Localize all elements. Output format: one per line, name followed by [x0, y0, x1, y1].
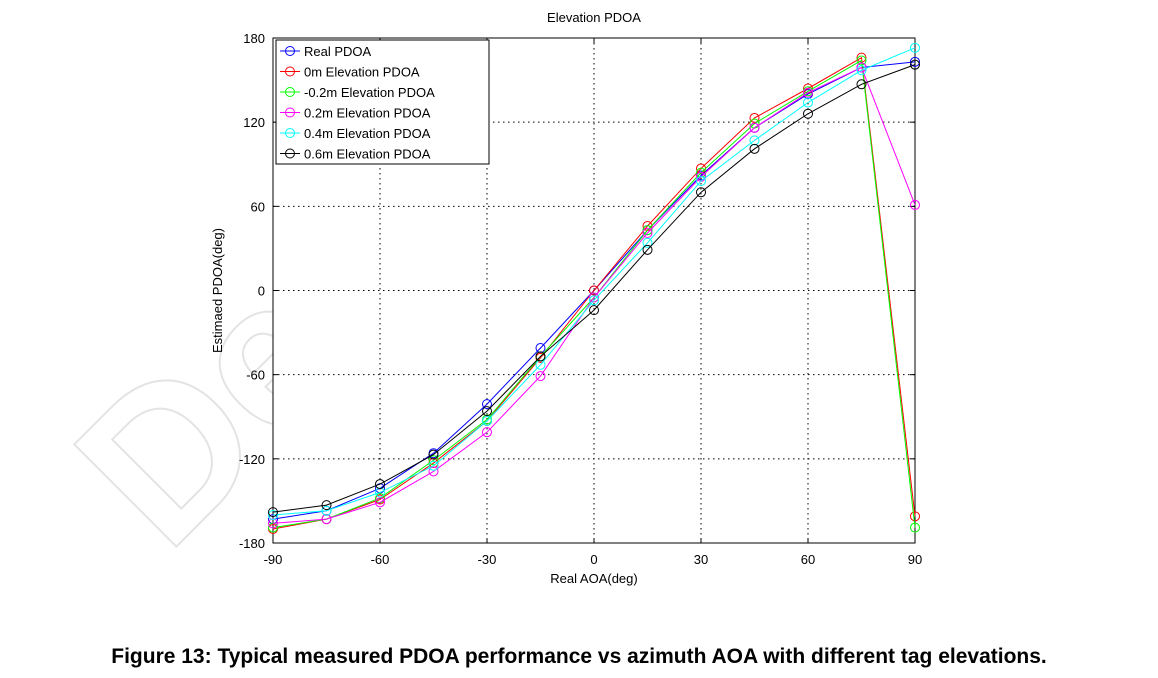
data-point: [589, 305, 599, 316]
data-point: [856, 62, 867, 73]
data-point: [482, 399, 492, 410]
y-tick-label: -180: [239, 536, 265, 551]
data-point: [856, 65, 867, 76]
legend-marker: [285, 87, 295, 97]
data-point: [910, 56, 920, 67]
pdoa-chart: -90 -60 -30 0 30 60 90 -180 -120 -60 0 60 120 180 Elev…: [210, 10, 922, 586]
data-point: [428, 449, 439, 460]
data-point: [642, 244, 653, 255]
data-point: [321, 505, 332, 516]
data-point: [589, 292, 599, 303]
data-point: [482, 406, 492, 417]
legend-label: 0m Elevation PDOA: [304, 65, 420, 80]
x-tick-label: -60: [371, 552, 390, 567]
data-point: [910, 199, 920, 210]
data-point: [803, 87, 813, 98]
data-point: [321, 514, 332, 525]
x-tick-label: 60: [801, 552, 815, 567]
data-point: [268, 507, 278, 518]
series-line: [272, 66, 916, 524]
data-point: [749, 122, 760, 133]
legend-marker: [285, 46, 295, 56]
y-tick-label: 60: [251, 199, 265, 214]
data-point: [321, 500, 332, 511]
data-point: [696, 187, 706, 198]
data-point: [856, 55, 867, 66]
data-point: [910, 59, 920, 70]
legend-label: 0.4m Elevation PDOA: [304, 126, 431, 141]
y-tick-label: 0: [258, 284, 265, 299]
legend-marker: [285, 107, 295, 118]
data-point: [428, 466, 439, 477]
series-line: [272, 47, 916, 516]
y-tick-label: -120: [239, 452, 265, 467]
data-point: [856, 79, 867, 90]
data-point: [910, 511, 920, 522]
legend-marker: [285, 128, 295, 138]
data-point: [535, 351, 546, 362]
data-point: [375, 497, 385, 508]
data-point: [589, 285, 599, 296]
data-point: [268, 509, 278, 520]
data-point: [910, 522, 920, 533]
data-point: [535, 359, 546, 370]
plot-frame: [272, 37, 916, 544]
data-point: [428, 460, 439, 471]
legend-label: Real PDOA: [304, 44, 372, 59]
data-point: [803, 108, 813, 119]
data-point: [482, 415, 492, 426]
data-point: [910, 42, 920, 53]
data-point: [268, 518, 278, 529]
x-tick-label: 90: [908, 552, 922, 567]
x-tick-label: 0: [590, 552, 597, 567]
x-tick-label: -90: [264, 552, 283, 567]
series-line: [272, 64, 916, 513]
data-point: [589, 295, 599, 306]
y-tick-label: 120: [243, 115, 265, 130]
data-point: [535, 343, 546, 354]
legend-label: -0.2m Elevation PDOA: [304, 85, 435, 100]
y-axis-label: Estimaed PDOA(deg): [210, 228, 225, 353]
data-point: [535, 371, 546, 382]
x-axis-label: Real AOA(deg): [550, 571, 637, 586]
y-tick-label: -60: [246, 368, 265, 383]
chart-title: Elevation PDOA: [547, 10, 641, 25]
y-tick-label: 180: [243, 31, 265, 46]
data-point: [803, 97, 813, 108]
legend-label: 0.2m Elevation PDOA: [304, 106, 431, 121]
legend-marker: [285, 66, 295, 77]
data-point: [696, 176, 706, 187]
figure-caption: Figure 13: Typical measured PDOA perform…: [111, 645, 1047, 668]
data-point: [428, 455, 439, 466]
data-point: [749, 135, 760, 146]
data-point: [642, 227, 653, 238]
legend: [275, 39, 490, 165]
data-point: [749, 143, 760, 154]
data-point: [375, 487, 385, 498]
data-point: [642, 237, 653, 248]
data-point: [749, 112, 760, 123]
data-point: [642, 225, 653, 236]
legend-label: 0.6m Elevation PDOA: [304, 147, 431, 162]
data-point: [375, 479, 385, 490]
x-tick-label: -30: [478, 552, 497, 567]
data-point: [482, 427, 492, 438]
x-tick-label: 30: [694, 552, 708, 567]
legend-marker: [285, 148, 295, 159]
